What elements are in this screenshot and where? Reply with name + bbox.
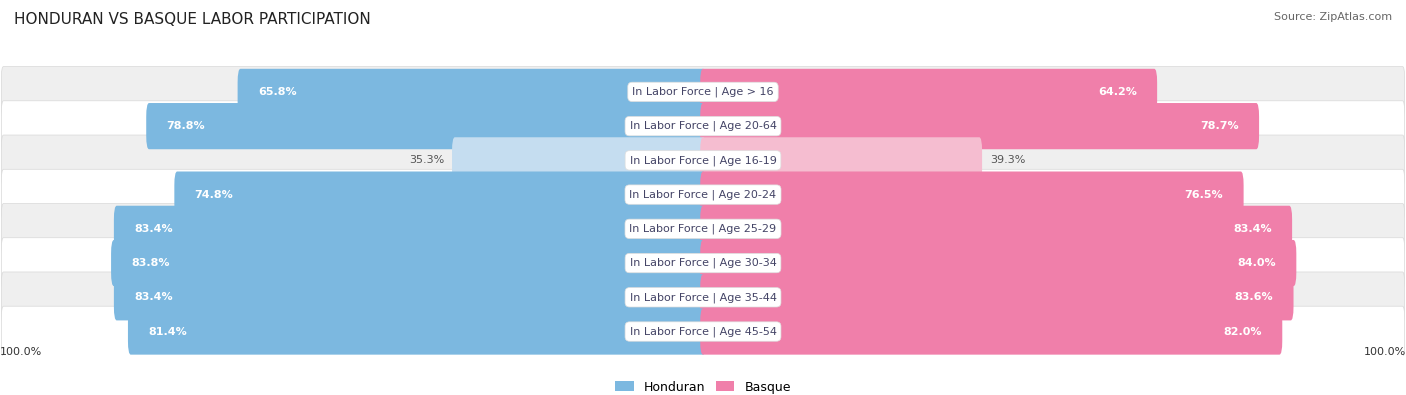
FancyBboxPatch shape (700, 137, 981, 183)
FancyBboxPatch shape (1, 169, 1405, 220)
FancyBboxPatch shape (174, 171, 706, 218)
Text: Source: ZipAtlas.com: Source: ZipAtlas.com (1274, 12, 1392, 22)
FancyBboxPatch shape (1, 101, 1405, 151)
Text: 74.8%: 74.8% (194, 190, 233, 199)
Text: 84.0%: 84.0% (1237, 258, 1277, 268)
Text: 64.2%: 64.2% (1098, 87, 1136, 97)
Text: 82.0%: 82.0% (1223, 327, 1263, 337)
Text: HONDURAN VS BASQUE LABOR PARTICIPATION: HONDURAN VS BASQUE LABOR PARTICIPATION (14, 12, 371, 27)
FancyBboxPatch shape (700, 240, 1296, 286)
Text: 78.8%: 78.8% (167, 121, 205, 131)
Text: 83.4%: 83.4% (134, 224, 173, 234)
Legend: Honduran, Basque: Honduran, Basque (610, 376, 796, 395)
FancyBboxPatch shape (700, 308, 1282, 355)
FancyBboxPatch shape (146, 103, 706, 149)
FancyBboxPatch shape (700, 274, 1294, 320)
Text: 83.8%: 83.8% (132, 258, 170, 268)
Text: 39.3%: 39.3% (990, 155, 1025, 166)
FancyBboxPatch shape (1, 203, 1405, 254)
Text: 78.7%: 78.7% (1201, 121, 1239, 131)
Text: 100.0%: 100.0% (0, 347, 42, 357)
Text: In Labor Force | Age 35-44: In Labor Force | Age 35-44 (630, 292, 776, 303)
FancyBboxPatch shape (700, 69, 1157, 115)
Text: 81.4%: 81.4% (148, 327, 187, 337)
FancyBboxPatch shape (453, 137, 706, 183)
FancyBboxPatch shape (114, 206, 706, 252)
Text: 65.8%: 65.8% (259, 87, 297, 97)
FancyBboxPatch shape (128, 308, 706, 355)
Text: In Labor Force | Age 45-54: In Labor Force | Age 45-54 (630, 326, 776, 337)
FancyBboxPatch shape (1, 67, 1405, 117)
Text: 83.4%: 83.4% (1233, 224, 1272, 234)
Text: In Labor Force | Age 20-24: In Labor Force | Age 20-24 (630, 189, 776, 200)
FancyBboxPatch shape (1, 135, 1405, 186)
FancyBboxPatch shape (700, 206, 1292, 252)
Text: In Labor Force | Age 20-64: In Labor Force | Age 20-64 (630, 121, 776, 132)
FancyBboxPatch shape (111, 240, 706, 286)
FancyBboxPatch shape (700, 103, 1260, 149)
Text: In Labor Force | Age 16-19: In Labor Force | Age 16-19 (630, 155, 776, 166)
FancyBboxPatch shape (114, 274, 706, 320)
Text: 35.3%: 35.3% (409, 155, 444, 166)
Text: 100.0%: 100.0% (1364, 347, 1406, 357)
FancyBboxPatch shape (238, 69, 706, 115)
Text: In Labor Force | Age 30-34: In Labor Force | Age 30-34 (630, 258, 776, 268)
FancyBboxPatch shape (700, 171, 1244, 218)
FancyBboxPatch shape (1, 272, 1405, 323)
FancyBboxPatch shape (1, 306, 1405, 357)
Text: In Labor Force | Age 25-29: In Labor Force | Age 25-29 (630, 224, 776, 234)
Text: In Labor Force | Age > 16: In Labor Force | Age > 16 (633, 87, 773, 97)
Text: 76.5%: 76.5% (1185, 190, 1223, 199)
Text: 83.6%: 83.6% (1234, 292, 1274, 302)
FancyBboxPatch shape (1, 238, 1405, 288)
Text: 83.4%: 83.4% (134, 292, 173, 302)
